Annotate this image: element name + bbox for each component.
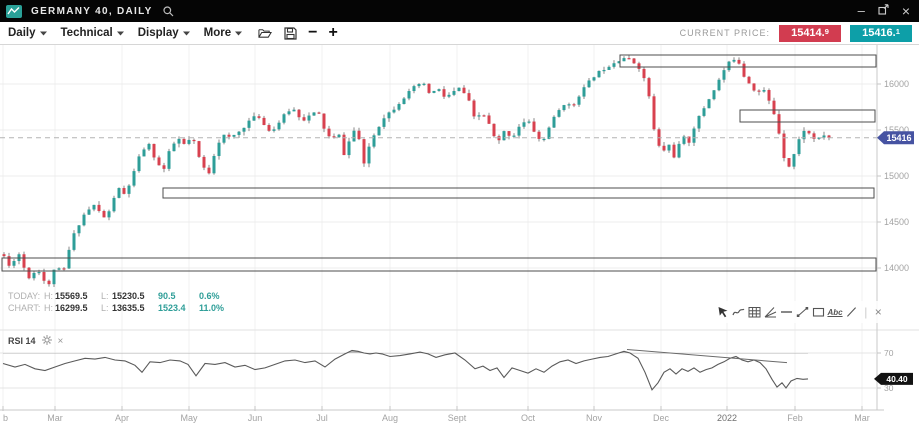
open-folder-icon[interactable]: [258, 25, 273, 41]
tool-fan-lines-icon[interactable]: [764, 304, 777, 320]
today-change: 90.5: [158, 291, 176, 301]
svg-text:15000: 15000: [884, 171, 909, 181]
svg-text:15500: 15500: [884, 125, 909, 135]
today-high: 15569.5: [55, 291, 88, 301]
session-stats: TODAY: H: 15569.5 L: 15230.5 90.5 0.6% CHART: H…: [8, 290, 240, 314]
menu-timeframe[interactable]: Daily: [8, 27, 47, 39]
svg-text:16000: 16000: [884, 79, 909, 89]
svg-text:Sept: Sept: [448, 413, 467, 423]
save-icon[interactable]: [283, 25, 297, 41]
rsi-close-icon[interactable]: ×: [57, 335, 64, 347]
chart-change: 1523.4: [158, 303, 186, 313]
tool-pointer-icon[interactable]: [717, 304, 729, 320]
zoom-out-button[interactable]: −: [308, 24, 318, 41]
minimize-icon[interactable]: –: [857, 3, 865, 18]
buy-price-badge[interactable]: 15416.1: [850, 24, 912, 42]
chevron-down-icon: [182, 27, 190, 39]
chevron-down-icon: [39, 27, 47, 39]
search-icon[interactable]: [162, 5, 174, 17]
app-logo-icon: [6, 4, 22, 18]
svg-text:Dec: Dec: [653, 413, 670, 423]
svg-text:Jun: Jun: [248, 413, 263, 423]
svg-text:Feb: Feb: [787, 413, 803, 423]
svg-text:Apr: Apr: [115, 413, 129, 423]
svg-text:b: b: [3, 413, 8, 423]
chevron-down-icon: [116, 27, 124, 39]
chart-high: 16299.5: [55, 303, 88, 313]
svg-text:14000: 14000: [884, 263, 909, 273]
chart-title: GERMANY 40, DAILY: [31, 5, 153, 17]
today-change-pct: 0.6%: [199, 291, 220, 301]
svg-text:30: 30: [884, 383, 894, 393]
svg-text:Oct: Oct: [521, 413, 536, 423]
tool-freehand-icon[interactable]: [732, 304, 745, 320]
current-price-label: CURRENT PRICE:: [679, 28, 770, 38]
sell-price-badge[interactable]: 15414.9: [779, 24, 841, 42]
toolbar-separator: |: [864, 305, 868, 319]
popout-icon[interactable]: [878, 2, 889, 20]
svg-text:15416: 15416: [886, 133, 911, 143]
svg-text:2022: 2022: [717, 413, 737, 423]
menu-technical[interactable]: Technical: [61, 27, 124, 39]
rsi-settings-gear-icon[interactable]: [41, 332, 52, 350]
svg-text:70: 70: [884, 348, 894, 358]
svg-text:Jul: Jul: [316, 413, 328, 423]
tool-grid-icon[interactable]: [748, 304, 761, 320]
tool-close-icon[interactable]: ×: [874, 305, 882, 319]
svg-text:Nov: Nov: [586, 413, 603, 423]
window-controls: – ×: [858, 2, 919, 20]
stats-today-row: TODAY: H: 15569.5 L: 15230.5 90.5 0.6%: [8, 290, 240, 302]
tool-line-icon[interactable]: [845, 304, 858, 320]
svg-text:40.40: 40.40: [886, 374, 908, 384]
chart-low: 13635.5: [112, 303, 145, 313]
zoom-in-button[interactable]: +: [328, 24, 338, 41]
tool-text-icon[interactable]: Abc: [827, 307, 843, 317]
svg-text:May: May: [180, 413, 198, 423]
svg-text:14500: 14500: [884, 217, 909, 227]
rsi-panel-header: RSI 14 ×: [8, 332, 63, 350]
close-icon[interactable]: ×: [901, 3, 910, 19]
chart-toolbar: Daily Technical Display More − + CURRENT…: [0, 22, 919, 45]
tool-horizontal-line-icon[interactable]: [780, 304, 793, 320]
menu-more[interactable]: More: [204, 27, 243, 39]
chevron-down-icon: [235, 27, 243, 39]
svg-text:Mar: Mar: [47, 413, 63, 423]
today-low: 15230.5: [112, 291, 145, 301]
chart-change-pct: 11.0%: [199, 303, 225, 313]
svg-text:Aug: Aug: [382, 413, 398, 423]
tool-trendline-icon[interactable]: [796, 304, 809, 320]
stats-chart-row: CHART: H: 16299.5 L: 13635.5 1523.4 11.0%: [8, 302, 240, 314]
tool-rectangle-icon[interactable]: [812, 304, 825, 320]
menu-display[interactable]: Display: [138, 27, 190, 39]
drawing-toolbar: Abc | ×: [717, 301, 883, 323]
window-header: GERMANY 40, DAILY – ×: [0, 0, 919, 22]
stats-chart-label: CHART:: [8, 303, 41, 313]
stats-today-label: TODAY:: [8, 291, 41, 301]
rsi-label: RSI 14: [8, 336, 36, 346]
svg-text:Mar: Mar: [854, 413, 870, 423]
